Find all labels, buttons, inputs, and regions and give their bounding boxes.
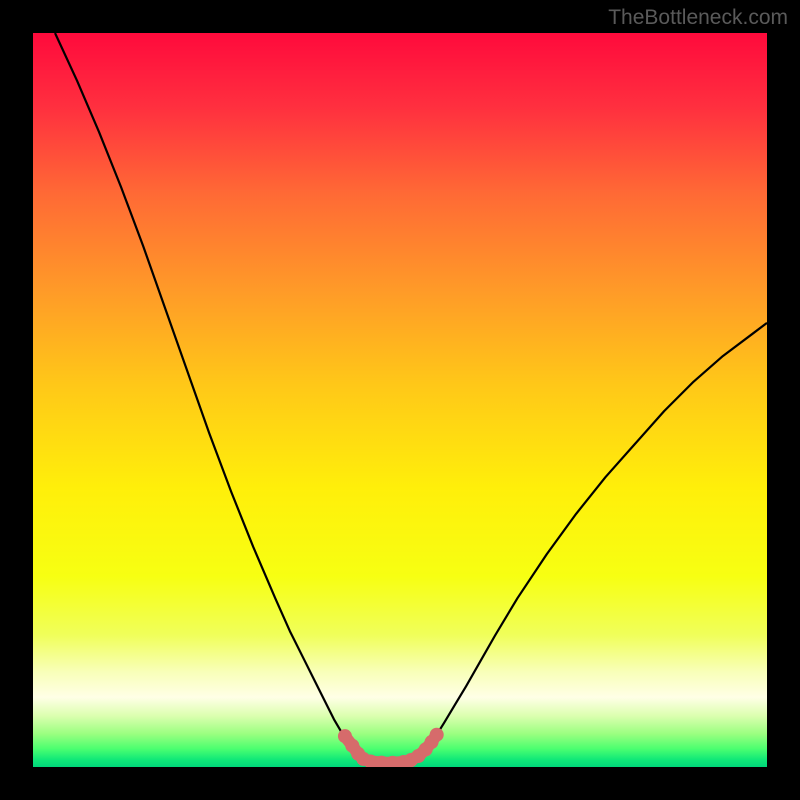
highlight-dots <box>338 728 444 767</box>
plot-area <box>33 33 767 767</box>
highlight-dot <box>430 728 444 742</box>
curve-layer <box>33 33 767 767</box>
bottleneck-curve <box>55 33 767 763</box>
chart-frame: TheBottleneck.com <box>0 0 800 800</box>
watermark-label: TheBottleneck.com <box>608 6 788 30</box>
